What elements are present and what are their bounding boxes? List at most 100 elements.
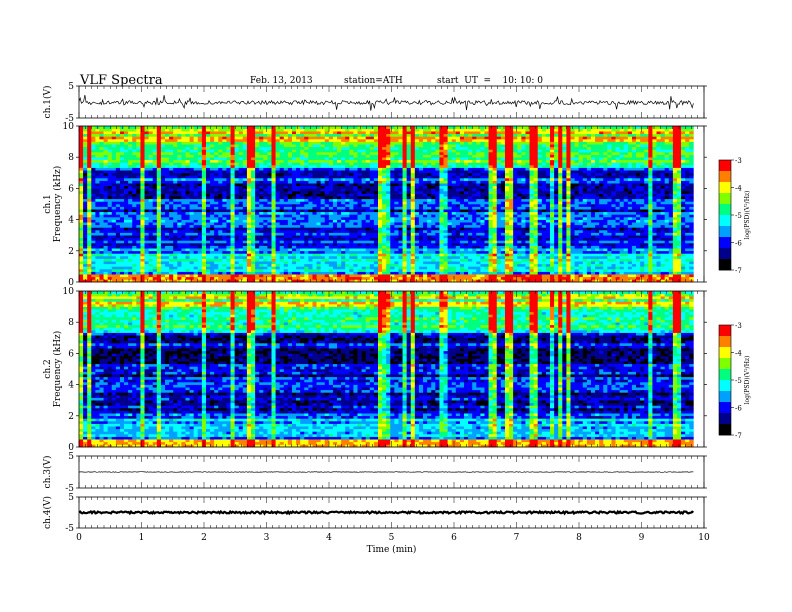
spectrogram-cell bbox=[173, 139, 178, 142]
spectrogram-cell bbox=[136, 185, 141, 189]
spectrogram-cell bbox=[300, 126, 305, 129]
spectrogram-cell bbox=[255, 206, 260, 210]
spectrogram-cell bbox=[271, 209, 276, 213]
spectrogram-cell bbox=[115, 219, 121, 223]
spectrogram-cell bbox=[103, 175, 108, 179]
spectrogram-cell bbox=[91, 271, 96, 275]
spectrogram-cell bbox=[226, 198, 231, 202]
spectrogram-cell bbox=[152, 191, 158, 194]
spectrogram-cell bbox=[316, 126, 321, 129]
spectrogram-cell bbox=[201, 157, 207, 161]
spectrogram-cell bbox=[287, 149, 293, 153]
spectrogram-cell bbox=[181, 149, 186, 153]
spectrogram-cell bbox=[201, 149, 207, 153]
spectrogram-cell bbox=[246, 224, 252, 228]
spectrogram-cell bbox=[99, 149, 104, 153]
spectrogram-cell bbox=[324, 232, 330, 236]
spectrogram-cell bbox=[185, 165, 190, 168]
spectrogram-cell bbox=[308, 253, 313, 257]
spectrogram-cell bbox=[103, 214, 108, 218]
spectrogram-cell bbox=[124, 253, 129, 257]
spectrogram-cell bbox=[87, 167, 92, 171]
spectrogram-cell bbox=[246, 266, 252, 270]
spectrogram-cell bbox=[271, 250, 276, 254]
spectrogram-cell bbox=[83, 198, 88, 202]
spectrogram-cell bbox=[152, 144, 158, 148]
spectrogram-cell bbox=[87, 227, 92, 231]
spectrogram-cell bbox=[324, 193, 330, 197]
spectrogram-cell bbox=[394, 154, 399, 158]
spectrogram-cell bbox=[279, 240, 285, 244]
spectrogram-cell bbox=[287, 201, 293, 205]
spectrogram-cell bbox=[308, 152, 313, 155]
spectrogram-cell bbox=[91, 128, 96, 132]
spectrogram-cell bbox=[205, 198, 211, 202]
spectrogram-cell bbox=[230, 180, 235, 184]
spectrogram-cell bbox=[83, 157, 88, 161]
spectrogram-cell bbox=[316, 230, 321, 233]
spectrogram-cell bbox=[83, 152, 88, 155]
spectrogram-cell bbox=[345, 152, 350, 155]
spectrogram-cell bbox=[218, 258, 223, 262]
spectrogram-cell bbox=[300, 240, 305, 244]
spectrogram-cell bbox=[369, 222, 375, 226]
spectrogram-cell bbox=[382, 201, 387, 205]
spectrogram-cell bbox=[201, 256, 207, 259]
spectrogram-cell bbox=[398, 183, 403, 187]
spectrogram-cell bbox=[119, 271, 125, 275]
spectrogram-cell bbox=[152, 209, 158, 213]
spectrogram-cell bbox=[160, 133, 166, 137]
spectrogram-cell bbox=[251, 133, 256, 137]
spectrogram-cell bbox=[394, 165, 399, 168]
spectrogram-cell bbox=[218, 126, 223, 129]
spectrogram-cell bbox=[115, 152, 121, 155]
spectrogram-cell bbox=[218, 274, 223, 278]
spectrogram-cell bbox=[189, 154, 194, 158]
spectrogram-cell bbox=[328, 274, 334, 278]
spectrogram-cell bbox=[177, 263, 182, 267]
spectrogram-cell bbox=[226, 253, 231, 257]
spectrogram-cell bbox=[332, 209, 338, 213]
spectrogram-cell bbox=[361, 274, 367, 278]
spectrogram-cell bbox=[378, 152, 383, 155]
spectrogram-cell bbox=[181, 139, 186, 142]
spectrogram-cell bbox=[337, 248, 342, 252]
spectrogram-cell bbox=[107, 222, 113, 226]
spectrogram-cell bbox=[119, 261, 125, 265]
spectrogram-cell bbox=[369, 201, 375, 205]
spectrogram-cell bbox=[255, 196, 260, 200]
spectrogram-cell bbox=[300, 224, 305, 228]
spectrogram-cell bbox=[304, 198, 309, 202]
spectrogram-cell bbox=[373, 141, 379, 145]
spectrogram-cell bbox=[337, 279, 342, 283]
spectrogram-cell bbox=[345, 178, 350, 181]
spectrogram-cell bbox=[103, 152, 108, 155]
spectrogram-cell bbox=[320, 243, 326, 246]
spectrogram-cell bbox=[361, 240, 367, 244]
spectrogram-cell bbox=[107, 185, 113, 189]
spectrogram-cell bbox=[111, 235, 117, 239]
spectrogram-cell bbox=[349, 224, 354, 228]
spectrogram-cell bbox=[156, 136, 162, 140]
spectrogram-cell bbox=[263, 256, 268, 259]
spectrogram-cell bbox=[304, 196, 309, 200]
spectrogram-cell bbox=[91, 178, 96, 181]
spectrogram-cell bbox=[132, 126, 137, 129]
spectrogram-cell bbox=[386, 276, 391, 280]
spectrogram-cell bbox=[291, 139, 297, 142]
spectrogram-cell bbox=[308, 250, 313, 254]
spectrogram-cell bbox=[316, 276, 321, 280]
spectrogram-cell bbox=[201, 245, 207, 249]
spectrogram-cell bbox=[214, 274, 219, 278]
spectrogram-cell bbox=[353, 269, 358, 272]
spectrogram-cell bbox=[226, 243, 231, 246]
spectrogram-cell bbox=[267, 209, 272, 213]
spectrogram-cell bbox=[124, 230, 129, 233]
spectrogram-cell bbox=[79, 133, 84, 137]
spectrogram-cell bbox=[324, 167, 330, 171]
spectrogram-cell bbox=[189, 136, 194, 140]
spectrogram-cell bbox=[234, 201, 240, 205]
spectrogram-cell bbox=[337, 245, 342, 249]
spectrogram-cell bbox=[234, 206, 240, 210]
spectrogram-cell bbox=[152, 185, 158, 189]
